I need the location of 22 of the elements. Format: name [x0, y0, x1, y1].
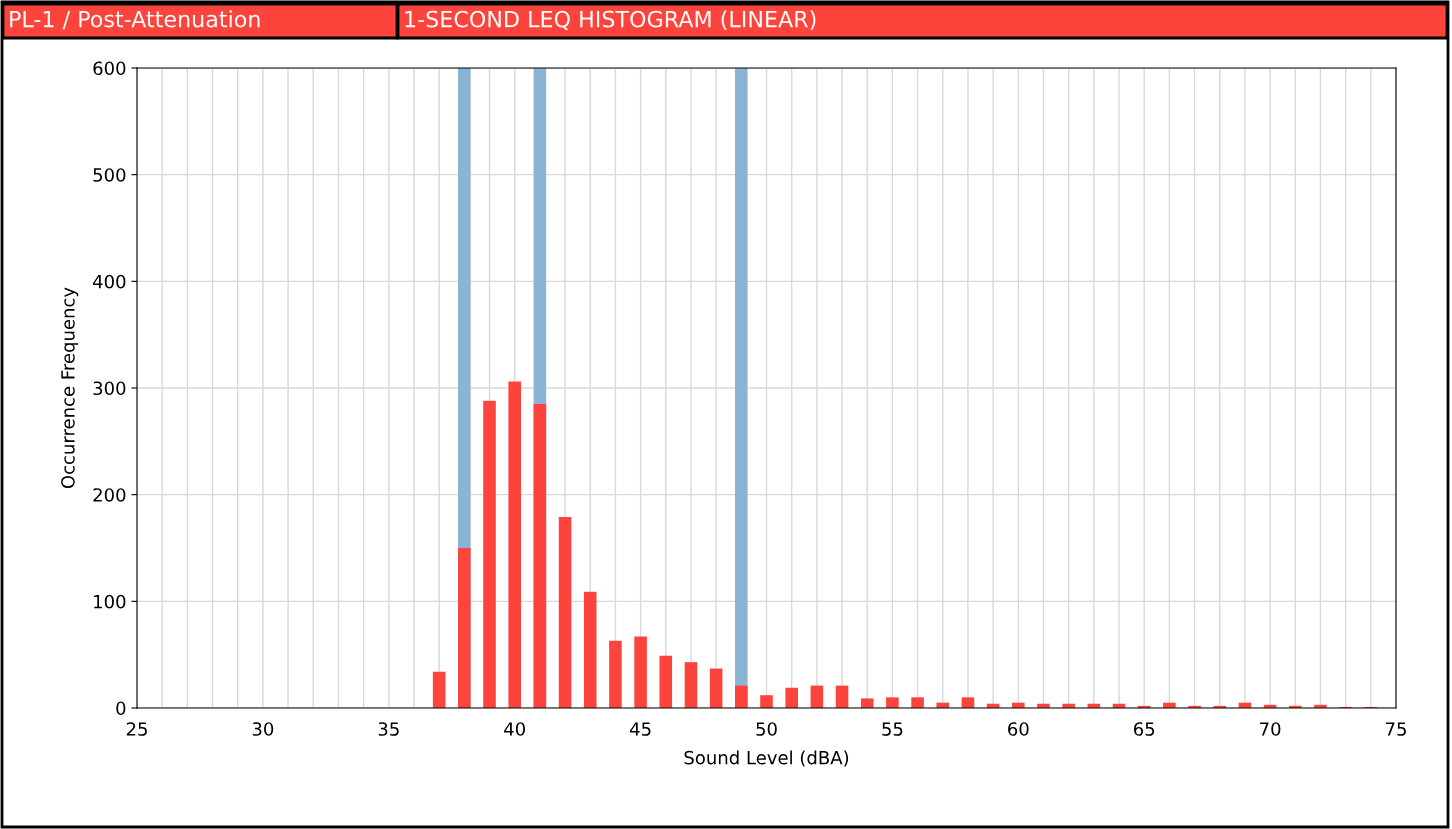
x-tick-label: 40	[504, 722, 525, 736]
y-tick-label: 600	[93, 61, 126, 76]
x-tick-label: 25	[126, 722, 147, 736]
x-tick-label: 65	[1133, 722, 1155, 736]
x-tick-label: 55	[882, 722, 903, 736]
x-axis-title: Sound Level (dBA)	[684, 750, 849, 767]
x-tick-label: 75	[1385, 722, 1406, 736]
y-tick-label: 300	[93, 381, 126, 396]
y-tick-label: 0	[116, 701, 126, 716]
x-tick-label: 60	[1008, 722, 1029, 736]
chart-subtitle: 1-SECOND LEQ HISTOGRAM (LINEAR)	[405, 10, 816, 31]
y-tick-label: 500	[93, 168, 126, 182]
y-tick-label: 200	[93, 488, 126, 502]
x-tick-label: 35	[378, 722, 399, 736]
x-tick-label: 45	[630, 722, 651, 736]
chart-title: PL-1 / Post-Attenuation	[10, 10, 260, 30]
y-tick-label: 400	[93, 274, 126, 289]
x-tick-label: 70	[1260, 722, 1281, 736]
x-tick-label: 50	[756, 722, 777, 736]
y-tick-label: 100	[94, 594, 126, 609]
y-axis-title: Occurrence Frequency	[61, 287, 79, 489]
x-tick-label: 30	[252, 722, 274, 736]
